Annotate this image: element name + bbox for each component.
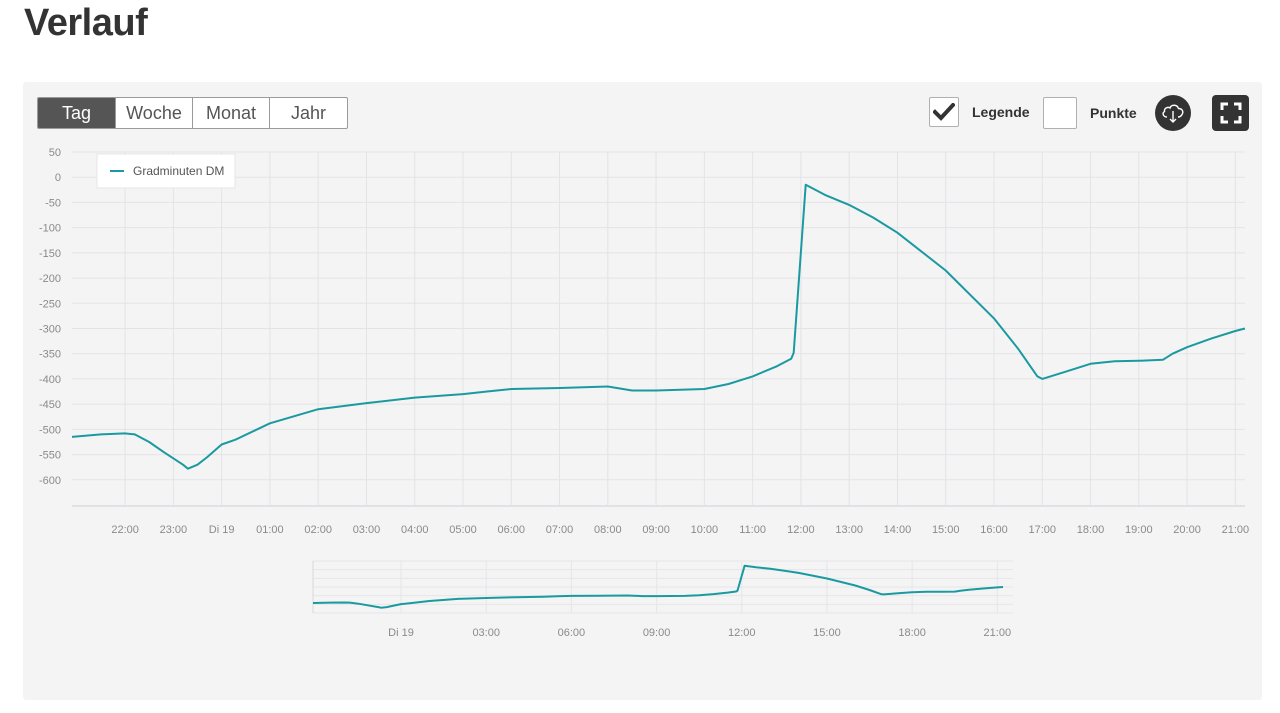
x-tick-label: Di 19 bbox=[209, 524, 235, 536]
x-tick-label: 19:00 bbox=[1125, 524, 1153, 536]
navigator-tick-label: 09:00 bbox=[643, 627, 671, 639]
x-tick-label: 02:00 bbox=[304, 524, 332, 536]
x-tick-label: 17:00 bbox=[1028, 524, 1056, 536]
chart-grid bbox=[72, 151, 1245, 507]
navigator-chart[interactable]: Di 19 03:00 06:00 09:00 12:00 15:00 18:00 21:00 bbox=[0, 555, 1280, 650]
points-checkbox[interactable] bbox=[1043, 97, 1077, 129]
tab-week[interactable]: Woche bbox=[115, 98, 192, 128]
x-tick-label: 18:00 bbox=[1077, 524, 1105, 536]
y-tick-label: -50 bbox=[45, 197, 61, 209]
legend-toggle[interactable]: Legende bbox=[929, 97, 1030, 127]
y-axis: 50 0 -50 -100 -150 -200 -250 -300 -350 -400 -450 -5… bbox=[39, 147, 61, 487]
legend-item: Gradminuten DM bbox=[133, 164, 224, 178]
x-tick-label: 09:00 bbox=[642, 524, 670, 536]
navigator-series bbox=[312, 564, 1004, 609]
navigator-line bbox=[312, 564, 1004, 609]
page-title: Verlauf bbox=[24, 2, 148, 44]
tab-year[interactable]: Jahr bbox=[269, 98, 347, 128]
x-tick-label: 08:00 bbox=[594, 524, 622, 536]
y-tick-label: -450 bbox=[39, 399, 61, 411]
tab-month[interactable]: Monat bbox=[192, 98, 269, 128]
tab-day[interactable]: Tag bbox=[38, 98, 115, 128]
navigator-tick-label: 15:00 bbox=[813, 627, 841, 639]
y-tick-label: 0 bbox=[55, 172, 61, 184]
navigator-grid bbox=[312, 560, 1013, 614]
download-button[interactable] bbox=[1155, 95, 1191, 131]
x-tick-label: 21:00 bbox=[1222, 524, 1250, 536]
y-tick-label: 50 bbox=[49, 147, 61, 159]
x-tick-label: 15:00 bbox=[932, 524, 960, 536]
x-tick-label: 22:00 bbox=[111, 524, 139, 536]
navigator-tick-label: 03:00 bbox=[472, 627, 500, 639]
main-chart: 50 0 -50 -100 -150 -200 -250 -300 -350 -400 -450 -5… bbox=[39, 147, 1249, 536]
legend: Gradminuten DM bbox=[96, 153, 236, 189]
y-tick-label: -600 bbox=[39, 475, 61, 487]
y-tick-label: -100 bbox=[39, 223, 61, 235]
range-tabs: Tag Woche Monat Jahr bbox=[37, 97, 348, 129]
y-tick-label: -400 bbox=[39, 374, 61, 386]
navigator-tick-label: 06:00 bbox=[558, 627, 586, 639]
navigator-x-axis: Di 19 03:00 06:00 09:00 12:00 15:00 18:00 21:00 bbox=[388, 627, 1011, 639]
x-tick-label: 06:00 bbox=[498, 524, 526, 536]
x-tick-label: 12:00 bbox=[787, 524, 815, 536]
navigator-tick-label: 18:00 bbox=[898, 627, 926, 639]
x-tick-label: 05:00 bbox=[449, 524, 477, 536]
points-toggle[interactable]: Punkte bbox=[1043, 97, 1137, 129]
fullscreen-button[interactable] bbox=[1212, 95, 1249, 131]
y-tick-label: -250 bbox=[39, 298, 61, 310]
fullscreen-icon bbox=[1220, 102, 1241, 124]
series-line bbox=[71, 183, 1246, 470]
y-tick-label: -300 bbox=[39, 324, 61, 336]
navigator-tick-label: 21:00 bbox=[984, 627, 1012, 639]
y-tick-label: -550 bbox=[39, 450, 61, 462]
x-tick-label: 20:00 bbox=[1173, 524, 1201, 536]
legend-label: Legende bbox=[972, 104, 1030, 120]
x-tick-label: 11:00 bbox=[739, 524, 766, 536]
series-layer bbox=[71, 183, 1246, 470]
points-label: Punkte bbox=[1090, 105, 1137, 121]
x-tick-label: 16:00 bbox=[980, 524, 1008, 536]
y-tick-label: -150 bbox=[39, 248, 61, 260]
x-tick-label: 10:00 bbox=[691, 524, 719, 536]
cloud-download-icon bbox=[1162, 104, 1184, 123]
y-tick-label: -350 bbox=[39, 349, 61, 361]
x-tick-label: 23:00 bbox=[160, 524, 188, 536]
y-tick-label: -200 bbox=[39, 273, 61, 285]
x-axis: 22:00 23:00 Di 19 01:00 02:00 03:00 04:00 05:00… bbox=[111, 524, 1249, 536]
x-tick-label: 01:00 bbox=[256, 524, 284, 536]
x-tick-label: 07:00 bbox=[546, 524, 574, 536]
x-tick-label: 04:00 bbox=[401, 524, 429, 536]
navigator-tick-label: Di 19 bbox=[388, 627, 414, 639]
y-tick-label: -500 bbox=[39, 424, 61, 436]
x-tick-label: 14:00 bbox=[884, 524, 912, 536]
x-tick-label: 13:00 bbox=[835, 524, 863, 536]
navigator-tick-label: 12:00 bbox=[728, 627, 756, 639]
x-tick-label: 03:00 bbox=[353, 524, 381, 536]
legend-checkbox[interactable] bbox=[929, 97, 959, 127]
checkmark-icon bbox=[933, 103, 955, 121]
